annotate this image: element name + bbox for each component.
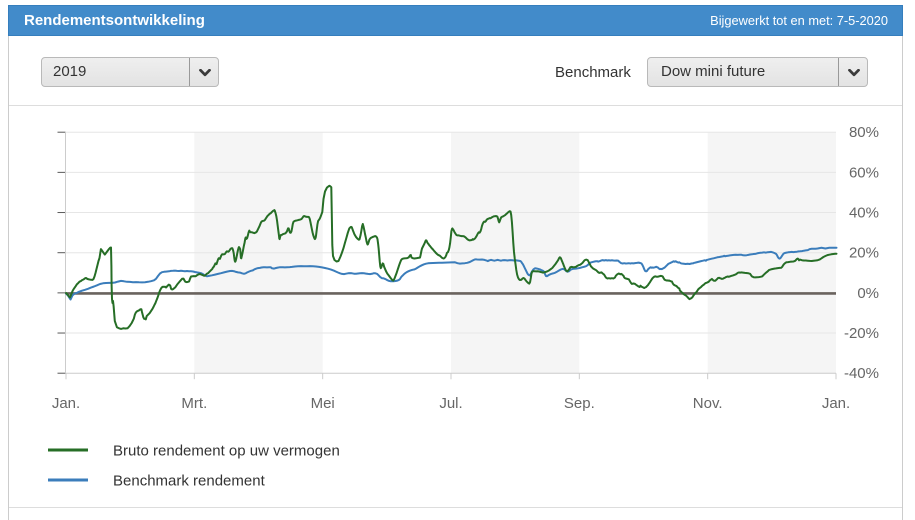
- svg-text:-40%: -40%: [844, 365, 879, 382]
- svg-text:20%: 20%: [849, 245, 879, 262]
- svg-text:Jul.: Jul.: [439, 395, 462, 412]
- svg-text:Benchmark rendement: Benchmark rendement: [113, 473, 266, 490]
- svg-text:Jan.: Jan.: [822, 395, 850, 412]
- svg-text:Bruto rendement op uw vermogen: Bruto rendement op uw vermogen: [113, 443, 340, 460]
- svg-text:Sep.: Sep.: [564, 395, 595, 412]
- svg-text:80%: 80%: [849, 124, 879, 141]
- svg-text:Nov.: Nov.: [693, 395, 723, 412]
- svg-text:40%: 40%: [849, 205, 879, 222]
- svg-text:Jan.: Jan.: [52, 395, 80, 412]
- svg-text:Mei: Mei: [311, 395, 335, 412]
- svg-text:Mrt.: Mrt.: [181, 395, 207, 412]
- svg-text:-20%: -20%: [844, 325, 879, 342]
- svg-text:0%: 0%: [857, 285, 879, 302]
- svg-text:60%: 60%: [849, 164, 879, 181]
